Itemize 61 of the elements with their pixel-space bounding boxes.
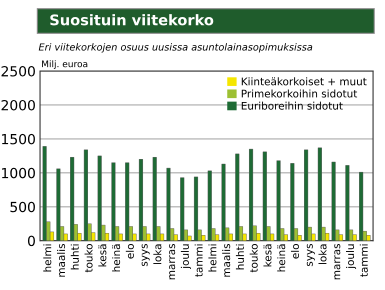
bar xyxy=(152,157,157,241)
x-tick-label: touko xyxy=(84,244,93,272)
bar xyxy=(208,170,212,241)
legend-label: Primekorkoihin sidotut xyxy=(242,89,358,98)
bar xyxy=(180,177,184,241)
y-tick-label: 1000 xyxy=(2,168,35,178)
bar xyxy=(42,146,47,241)
bar xyxy=(290,163,294,241)
chart-subtitle: Eri viitekorkojen osuus uusissa asuntolainasopimuksissa xyxy=(38,43,312,53)
x-tick-label: helmi xyxy=(208,244,216,272)
y-tick-label: 2500 xyxy=(2,66,35,77)
x-tick-label: tammi xyxy=(360,244,368,277)
x-tick-label: elo xyxy=(126,244,134,259)
x-tick-label: huhti xyxy=(236,244,244,270)
x-tick-label: kesä xyxy=(263,244,272,266)
bar xyxy=(366,235,371,241)
bar xyxy=(249,148,254,241)
bar xyxy=(70,157,74,241)
bar xyxy=(359,172,364,241)
x-tick-label: touko xyxy=(250,244,258,272)
x-tick-label: helmi xyxy=(43,244,52,272)
bar xyxy=(166,168,171,241)
legend-label: Kiinteäkorkoiset + muut xyxy=(242,77,367,86)
bar xyxy=(56,168,60,241)
bar xyxy=(98,156,102,241)
x-tick-label: joulu xyxy=(346,244,356,270)
bar xyxy=(84,150,88,241)
y-tick-label: 0 xyxy=(28,236,35,246)
x-tick-label: loka xyxy=(318,244,327,264)
bar xyxy=(262,152,267,241)
x-tick-label: kesä xyxy=(98,244,106,266)
y-tick-label: 2000 xyxy=(2,100,35,110)
bar xyxy=(125,162,130,241)
x-tick-label: maalis xyxy=(57,244,66,277)
y-tick-label: 1500 xyxy=(2,134,35,144)
x-tick-label: huhti xyxy=(70,244,79,270)
x-tick-label: heinä xyxy=(277,244,286,272)
bar xyxy=(318,148,322,241)
bar xyxy=(304,150,308,241)
bar xyxy=(332,162,336,241)
x-tick-label: syys xyxy=(306,244,315,266)
x-tick-label: loka xyxy=(153,244,162,264)
chart-title: Suosituin viitekorko xyxy=(50,14,214,26)
y-tick-label: 500 xyxy=(10,202,35,212)
x-tick-label: elo xyxy=(290,244,300,259)
x-tick-label: maalis xyxy=(222,244,230,277)
bar xyxy=(221,164,226,241)
x-tick-label: heinä xyxy=(112,244,120,272)
bar xyxy=(235,154,240,241)
x-tick-label: marras xyxy=(334,244,340,280)
bar xyxy=(138,159,143,241)
x-tick-label: marras xyxy=(169,244,176,280)
bar xyxy=(111,162,116,241)
x-tick-label: tammi xyxy=(194,244,203,277)
bar xyxy=(345,165,350,241)
y-axis-title: Milj. euroa xyxy=(42,60,88,70)
legend-label: Euriboreihin sidotut xyxy=(242,102,343,110)
bar xyxy=(276,160,281,241)
x-tick-label: joulu xyxy=(180,244,191,270)
x-tick-label: syys xyxy=(142,244,150,266)
bar xyxy=(194,176,198,241)
